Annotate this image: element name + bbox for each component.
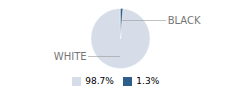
html-text:1.3%: 1.3% <box>136 76 160 86</box>
svg-text:BLACK: BLACK <box>168 15 201 26</box>
html-text:98.7%: 98.7% <box>85 76 114 86</box>
svg-text:WHITE: WHITE <box>54 51 87 62</box>
